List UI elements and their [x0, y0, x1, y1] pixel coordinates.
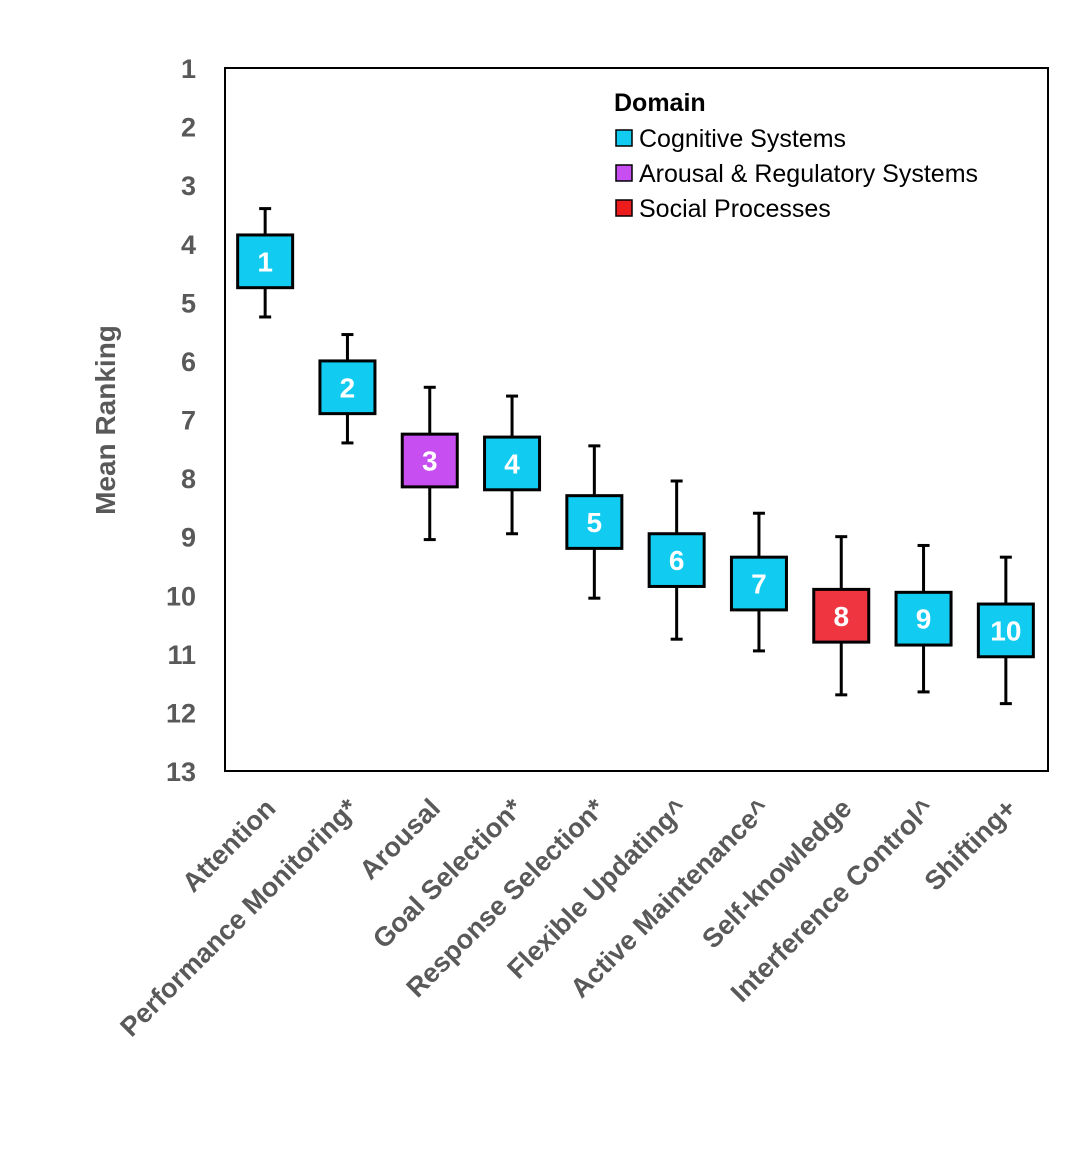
y-axis-label: Mean Ranking [90, 325, 121, 515]
box-rank-label: 5 [587, 507, 603, 538]
y-tick-label: 7 [181, 406, 196, 436]
y-tick-label: 6 [181, 347, 196, 377]
box-rank-label: 1 [257, 246, 273, 277]
y-tick-label: 2 [181, 113, 196, 143]
legend-swatch [615, 129, 633, 147]
box [400, 432, 459, 489]
y-tick-label: 3 [181, 171, 196, 201]
plot-area [224, 67, 1049, 772]
x-tick-label: Shifting+ [919, 793, 1022, 896]
y-tick-label: 4 [181, 230, 196, 260]
legend: Domain Cognitive Systems Arousal & Regula… [614, 89, 978, 223]
legend-swatch [615, 164, 633, 182]
box [318, 359, 377, 416]
box-rank-label: 8 [833, 601, 849, 632]
box-rank-label: 7 [751, 569, 767, 600]
legend-label: Social Processes [639, 195, 831, 223]
box-rank-label: 3 [422, 446, 438, 477]
y-tick-label: 12 [166, 698, 196, 728]
y-tick-label: 11 [167, 640, 196, 670]
x-tick-label: Goal Selection* [367, 793, 529, 955]
box-rank-label: 9 [916, 604, 932, 635]
box [236, 233, 295, 290]
legend-title: Domain [614, 89, 706, 117]
box-rank-label: 2 [340, 372, 356, 403]
box-rank-label: 10 [990, 615, 1021, 646]
y-tick-label: 10 [166, 581, 196, 611]
box [894, 590, 953, 647]
box-rank-label: 6 [669, 545, 685, 576]
box [976, 602, 1035, 659]
y-tick-label: 13 [166, 757, 196, 787]
box [812, 587, 871, 644]
y-tick-label: 9 [181, 523, 196, 553]
box [565, 494, 624, 550]
boxes: 1 2 3 4 5 6 7 8 9 10 [236, 233, 1035, 659]
legend-label: Arousal & Regulatory Systems [639, 160, 978, 188]
x-tick-label: Self-knowledge [696, 793, 857, 954]
box-rank-label: 4 [504, 448, 520, 479]
y-tick-label: 1 [181, 54, 196, 84]
y-tick-label: 8 [181, 464, 196, 494]
y-tick-label: 5 [181, 288, 196, 318]
legend-swatch [615, 199, 633, 217]
box [729, 555, 788, 612]
box [647, 532, 706, 588]
box [483, 435, 542, 492]
legend-label: Cognitive Systems [639, 125, 846, 153]
